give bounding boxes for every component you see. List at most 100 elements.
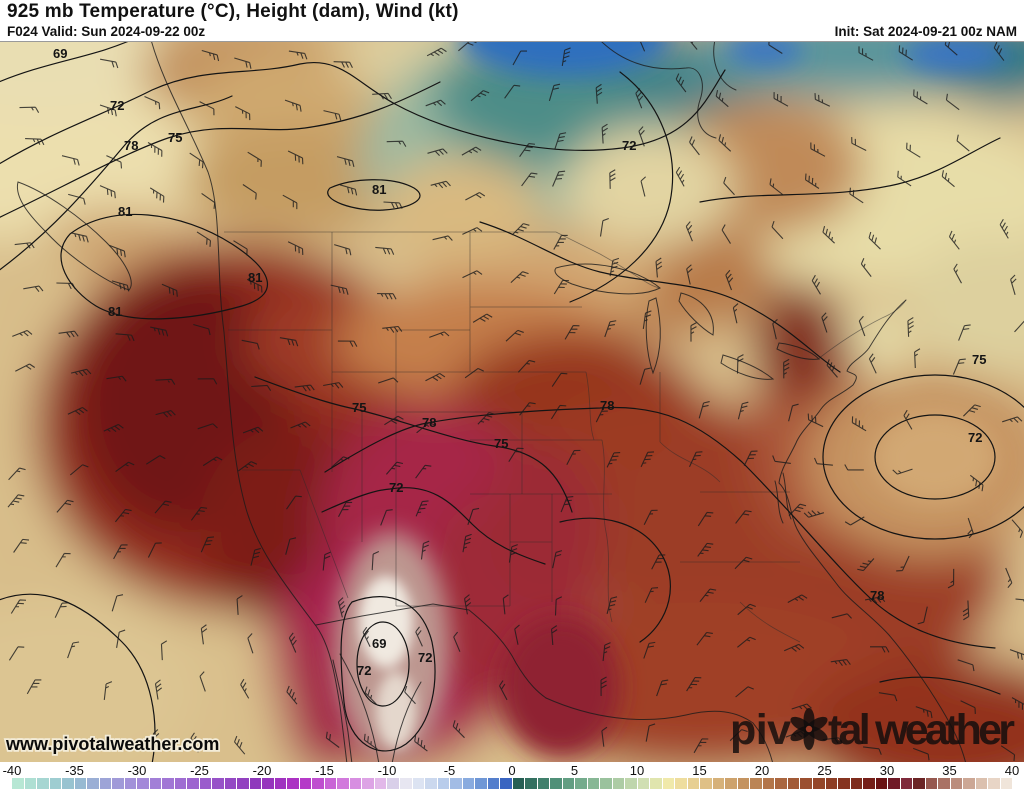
colorbar-cell bbox=[913, 778, 925, 789]
colorbar bbox=[12, 778, 1013, 789]
wind-barb bbox=[643, 509, 658, 526]
wind-barb bbox=[595, 406, 610, 423]
wind-barb bbox=[637, 42, 646, 52]
wind-barb bbox=[285, 537, 297, 555]
wind-barb bbox=[554, 132, 567, 150]
wind-barb bbox=[462, 270, 483, 279]
wind-barb bbox=[464, 367, 484, 379]
wind-barb bbox=[999, 218, 1009, 239]
colorbar-cell bbox=[925, 778, 938, 789]
page-title: 925 mb Temperature (°C), Height (dam), W… bbox=[7, 1, 459, 22]
colorbar-cell bbox=[274, 778, 287, 789]
colorbar-cell bbox=[99, 778, 112, 789]
colorbar-cell bbox=[437, 778, 450, 789]
wind-barb bbox=[161, 283, 178, 297]
wind-barb bbox=[415, 464, 432, 479]
wind-barb bbox=[947, 568, 955, 589]
wind-barb bbox=[415, 626, 423, 647]
colorbar-cell bbox=[287, 778, 299, 789]
colorbar-cell bbox=[938, 778, 950, 789]
height-contour-label: 72 bbox=[622, 138, 636, 153]
wind-barb bbox=[511, 223, 530, 236]
height-contour-label: 78 bbox=[600, 398, 614, 413]
wind-barb bbox=[993, 42, 1005, 61]
colorbar-cell bbox=[299, 778, 312, 789]
colorbar-cell bbox=[374, 778, 387, 789]
wind-barb bbox=[553, 279, 569, 295]
wind-barb bbox=[696, 631, 713, 646]
colorbar-cell bbox=[787, 778, 800, 789]
wind-barb bbox=[246, 278, 263, 293]
wind-barb bbox=[364, 686, 377, 705]
wind-barb bbox=[609, 169, 616, 189]
wind-barb bbox=[953, 263, 962, 284]
wind-barb bbox=[697, 511, 714, 527]
height-contour-label: 69 bbox=[53, 46, 67, 61]
colorbar-cell bbox=[662, 778, 675, 789]
colorbar-tick-label: 25 bbox=[817, 763, 832, 778]
weather-map: 69 72 75 78 81 81 81 81 72 75 78 75 72 78 78 75 72 69 72 72… bbox=[0, 41, 1024, 763]
wind-barb bbox=[956, 134, 970, 152]
wind-barb bbox=[190, 732, 199, 753]
height-contour-label: 72 bbox=[418, 650, 432, 665]
wind-barb bbox=[864, 596, 886, 604]
wind-barb bbox=[737, 401, 749, 420]
wind-barb bbox=[25, 138, 45, 146]
colorbar-cell bbox=[112, 778, 124, 789]
wind-barb bbox=[725, 269, 734, 291]
colorbar-cell bbox=[500, 778, 512, 789]
wind-barb bbox=[160, 640, 168, 661]
wind-barb bbox=[686, 676, 702, 692]
wind-barb bbox=[99, 185, 116, 199]
wind-barb bbox=[330, 284, 349, 295]
wind-barb bbox=[896, 555, 910, 572]
wind-barb bbox=[913, 89, 928, 105]
wind-barb bbox=[386, 140, 407, 147]
wind-barb bbox=[247, 633, 254, 654]
wind-barb bbox=[197, 378, 218, 385]
wind-barb bbox=[723, 176, 735, 196]
wind-barb bbox=[99, 104, 117, 117]
wind-barb bbox=[851, 137, 867, 151]
wind-barb bbox=[111, 594, 124, 612]
wind-barb bbox=[414, 735, 428, 752]
wind-barb bbox=[116, 629, 126, 648]
colorbar-cell bbox=[62, 778, 74, 789]
colorbar-tick-label: 10 bbox=[629, 763, 645, 778]
colorbar-tick-label: 5 bbox=[570, 763, 579, 778]
wind-barb bbox=[732, 303, 739, 324]
colorbar-cell bbox=[212, 778, 224, 789]
wind-barb bbox=[237, 461, 258, 472]
wind-barb bbox=[564, 325, 580, 340]
wind-barb bbox=[814, 93, 831, 107]
wind-barb bbox=[250, 547, 261, 566]
wind-barb bbox=[325, 731, 340, 748]
colorbar-cell bbox=[475, 778, 487, 789]
colorbar-cell bbox=[825, 778, 838, 789]
wind-barb bbox=[805, 173, 820, 189]
wind-barb bbox=[149, 187, 165, 203]
colorbar-cell bbox=[187, 778, 199, 789]
wind-barb bbox=[70, 368, 92, 377]
wind-barb bbox=[420, 540, 430, 560]
geography-borders-layer bbox=[16, 42, 966, 762]
wind-barb bbox=[690, 322, 697, 342]
wind-barb bbox=[430, 180, 451, 189]
wind-barb bbox=[791, 703, 812, 710]
wind-barb bbox=[822, 226, 835, 244]
wind-barb bbox=[377, 293, 397, 300]
colorbar-tick-label: -10 bbox=[377, 763, 397, 778]
wind-barb bbox=[150, 326, 169, 337]
wind-barb bbox=[844, 464, 864, 471]
wind-barb bbox=[595, 83, 603, 104]
wind-barb bbox=[519, 143, 536, 158]
colorbar-cell bbox=[262, 778, 274, 789]
wind-barb bbox=[772, 319, 778, 340]
wind-barb bbox=[470, 90, 490, 102]
wind-barb bbox=[860, 258, 872, 277]
height-contour-label: 72 bbox=[389, 480, 403, 495]
wind-barb bbox=[70, 232, 89, 243]
wind-barb bbox=[831, 613, 852, 619]
wind-barb bbox=[844, 516, 865, 526]
wind-barb bbox=[729, 729, 748, 742]
